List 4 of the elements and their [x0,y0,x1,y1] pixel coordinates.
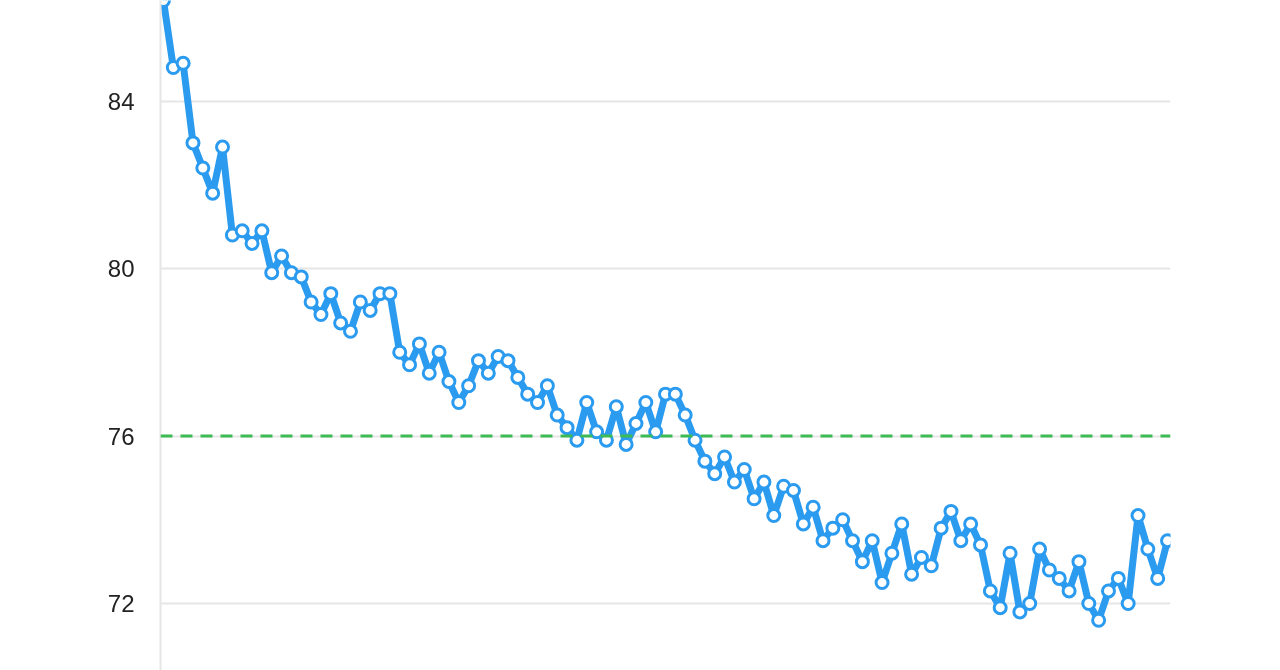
y-tick-label: 72 [107,590,135,617]
y-tick-label: 84 [107,87,135,115]
y-tick-label: 80 [107,255,135,282]
y-tick-label: 76 [107,422,135,450]
